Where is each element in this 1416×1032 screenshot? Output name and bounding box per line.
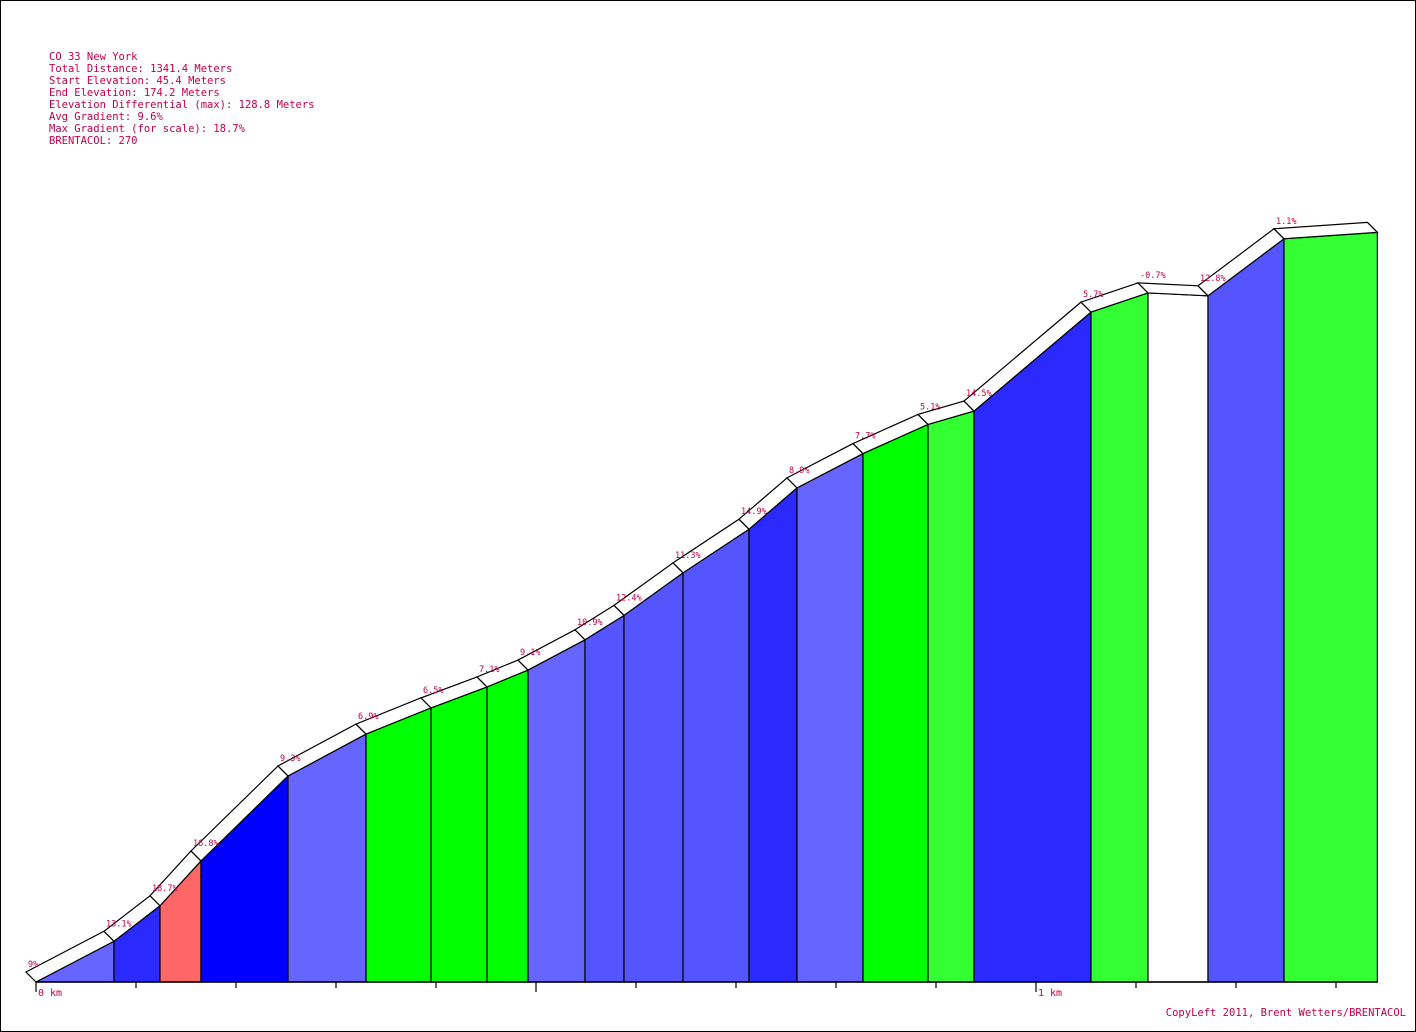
gradient-label: 18.7% (152, 884, 178, 894)
segment-face (927, 410, 975, 983)
segment-face (1147, 292, 1209, 983)
start-elevation-text: Start Elevation: 45.4 Meters (49, 75, 227, 87)
gradient-label: 6.9% (358, 712, 378, 722)
gradient-label: 9.1% (520, 648, 540, 658)
gradient-label: 5.1% (920, 402, 940, 412)
gradient-label: 12.8% (1200, 274, 1226, 284)
x-tick-label: 1 km (1038, 988, 1062, 999)
gradient-label: 6.5% (423, 686, 443, 696)
segment-face (682, 528, 750, 983)
gradient-label: 13.1% (106, 919, 132, 929)
segment-face (796, 452, 864, 983)
gradient-label: 9% (28, 960, 38, 970)
gradient-label: 7.1% (479, 665, 499, 675)
end-elevation-text: End Elevation: 174.2 Meters (49, 87, 220, 99)
segment-face (1283, 231, 1379, 983)
segment-face (365, 706, 432, 983)
segment-face (748, 486, 798, 983)
segment-face (527, 638, 586, 983)
copyleft-credit: CopyLeft 2011, Brent Wetters/BRENTACOL (1165, 1007, 1406, 1019)
brentacol-score-text: BRENTACOL: 270 (49, 135, 138, 147)
gradient-label: 12.4% (616, 593, 642, 603)
segment-face (973, 310, 1092, 983)
total-distance-text: Total Distance: 1341.4 Meters (49, 63, 233, 75)
segment-face (584, 614, 625, 983)
gradient-label: 14.5% (966, 389, 992, 399)
segment-face (486, 669, 529, 983)
elevation-differential-text: Elevation Differential (max): 128.8 Mete… (49, 99, 315, 111)
segment-face (623, 571, 684, 983)
gradient-label: 5.7% (1083, 290, 1103, 300)
max-gradient-text: Max Gradient (for scale): 18.7% (49, 123, 245, 135)
gradient-label: 11.3% (675, 551, 701, 561)
profile-end-cap (1366, 221, 1378, 233)
route-name: CO 33 New York (49, 51, 138, 63)
segment-face (430, 686, 488, 983)
x-tick-label: 0 km (38, 988, 62, 999)
gradient-label: 1.1% (1276, 217, 1296, 227)
segment-face (1207, 237, 1285, 983)
gradient-label: -0.7% (1140, 271, 1166, 281)
gradient-label: 10.9% (577, 618, 603, 628)
gradient-label: 9.3% (280, 754, 300, 764)
gradient-label: 14.9% (741, 507, 767, 517)
gradient-label: 7.7% (855, 432, 875, 442)
segment-face (1090, 292, 1149, 983)
gradient-label: 16.8% (193, 839, 219, 849)
segment-face (287, 733, 367, 983)
avg-gradient-text: Avg Gradient: 9.6% (49, 111, 163, 123)
gradient-label: 8.9% (789, 466, 809, 476)
segment-face (862, 423, 929, 983)
